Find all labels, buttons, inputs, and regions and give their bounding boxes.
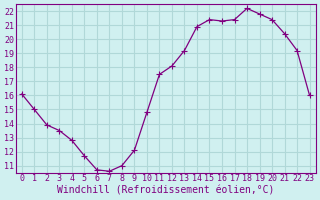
X-axis label: Windchill (Refroidissement éolien,°C): Windchill (Refroidissement éolien,°C) — [57, 186, 274, 196]
